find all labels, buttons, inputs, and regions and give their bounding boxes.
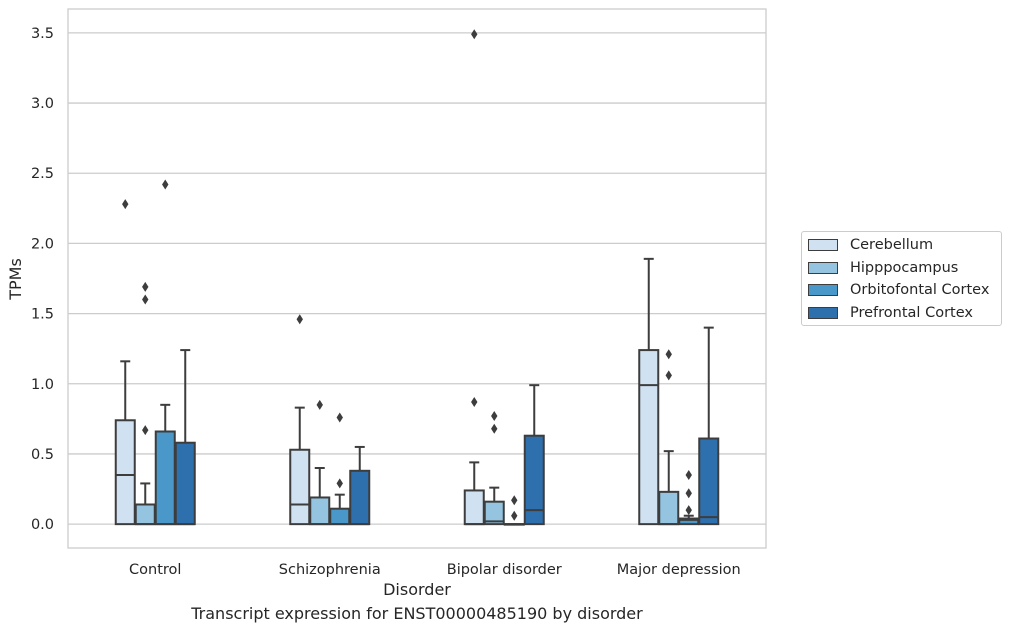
outlier-point — [685, 488, 692, 499]
outlier-point — [471, 397, 478, 408]
box-group — [329, 412, 351, 526]
outlier-point — [122, 199, 129, 210]
legend-swatch-orbitofrontal — [808, 284, 838, 296]
box — [289, 448, 311, 526]
box — [329, 507, 351, 526]
legend: Cerebellum Hipppocampus Orbitofontal Cor… — [801, 231, 1002, 326]
box — [114, 419, 136, 526]
box — [698, 437, 720, 526]
legend-item-orbitofrontal: Orbitofontal Cortex — [808, 280, 989, 300]
y-tick-label: 1.5 — [31, 307, 54, 323]
y-tick-label: 1.0 — [31, 377, 54, 393]
outlier-point — [491, 411, 498, 422]
x-tick-label: Control — [129, 562, 181, 578]
outlier-point — [665, 349, 672, 360]
box-group — [658, 349, 680, 526]
outlier-point — [685, 505, 692, 516]
box-group — [349, 445, 371, 526]
legend-swatch-prefrontal — [808, 307, 838, 319]
box — [523, 434, 545, 526]
box — [134, 503, 156, 526]
box — [638, 349, 660, 526]
y-tick-labels: 0.0 0.5 1.0 1.5 2.0 2.5 3.0 3.5 — [31, 26, 54, 533]
legend-label-orbitofrontal: Orbitofontal Cortex — [850, 282, 990, 298]
chart-caption: Transcript expression for ENST0000048519… — [191, 604, 643, 623]
y-tick-label: 3.0 — [31, 96, 54, 112]
legend-item-prefrontal: Prefrontal Cortex — [808, 303, 973, 323]
outlier-point — [491, 423, 498, 434]
outlier-point — [511, 510, 518, 521]
box — [309, 496, 331, 526]
boxes — [114, 29, 720, 526]
legend-label-cerebellum: Cerebellum — [850, 237, 934, 253]
outlier-point — [316, 399, 323, 410]
box-group — [174, 349, 196, 526]
y-axis-label: TPMs — [6, 258, 25, 301]
y-tick-label: 2.5 — [31, 166, 54, 182]
outlier-point — [471, 29, 478, 40]
box-group — [483, 411, 505, 526]
legend-label-prefrontal: Prefrontal Cortex — [850, 305, 973, 321]
x-axis-label: Disorder — [383, 580, 451, 599]
outlier-point — [142, 425, 149, 436]
x-tick-label: Schizophrenia — [279, 562, 381, 578]
box-group — [523, 384, 545, 526]
box-group — [678, 470, 700, 526]
box-group — [463, 29, 485, 526]
box — [463, 489, 485, 526]
box — [174, 441, 196, 526]
legend-label-hippocampus: Hipppocampus — [850, 260, 959, 276]
outlier-point — [336, 478, 343, 489]
y-tick-label: 0.0 — [31, 517, 54, 533]
box-group — [638, 257, 660, 526]
box-group — [698, 326, 720, 526]
x-tick-label: Bipolar disorder — [447, 562, 562, 578]
outlier-point — [665, 370, 672, 381]
box — [349, 469, 371, 526]
outlier-point — [162, 179, 169, 190]
box-group — [134, 281, 156, 526]
legend-swatch-hippocampus — [808, 262, 838, 274]
y-tick-label: 3.5 — [31, 26, 54, 42]
outlier-point — [142, 294, 149, 305]
outlier-point — [336, 412, 343, 423]
legend-item-hippocampus: Hipppocampus — [808, 258, 958, 278]
box — [154, 430, 176, 526]
y-tick-label: 0.5 — [31, 447, 54, 463]
x-tick-label: Major depression — [617, 562, 741, 578]
legend-swatch-cerebellum — [808, 239, 838, 251]
outlier-point — [296, 314, 303, 325]
outlier-point — [511, 495, 518, 506]
legend-item-cerebellum: Cerebellum — [808, 235, 933, 255]
y-tick-label: 2.0 — [31, 236, 54, 252]
outlier-point — [142, 281, 149, 292]
outlier-point — [685, 470, 692, 481]
box — [483, 500, 505, 526]
box-group — [289, 314, 311, 526]
box — [658, 490, 680, 526]
box-group — [114, 199, 136, 526]
x-tick-labels: Control Schizophrenia Bipolar disorder Majo… — [129, 562, 741, 578]
